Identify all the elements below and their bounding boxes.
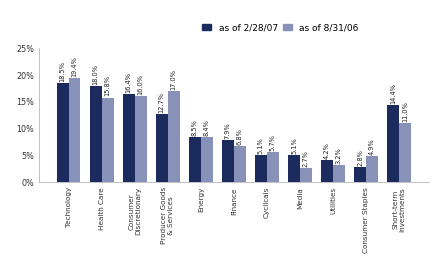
Text: 16.4%: 16.4% [126, 72, 132, 93]
Text: 3.2%: 3.2% [336, 147, 342, 164]
Bar [366, 156, 378, 182]
Text: 2.8%: 2.8% [357, 149, 363, 166]
Bar [300, 168, 312, 182]
Bar [333, 165, 345, 182]
Text: 4.9%: 4.9% [369, 138, 375, 155]
Bar [123, 94, 135, 182]
Text: 8.4%: 8.4% [204, 119, 210, 136]
Bar [189, 137, 201, 182]
Bar [222, 140, 234, 182]
Text: 5.7%: 5.7% [270, 134, 276, 151]
Bar [267, 152, 279, 182]
Text: 8.5%: 8.5% [192, 119, 198, 136]
Bar [201, 137, 213, 182]
Text: 19.4%: 19.4% [71, 56, 78, 77]
Bar [387, 105, 399, 182]
Bar [399, 123, 411, 182]
Text: 14.4%: 14.4% [390, 83, 396, 104]
Text: 4.2%: 4.2% [324, 142, 330, 159]
Bar [68, 78, 81, 182]
Bar [135, 96, 147, 182]
Bar [255, 155, 267, 182]
Text: 16.0%: 16.0% [138, 75, 144, 95]
Bar [288, 155, 300, 182]
Text: 5.1%: 5.1% [258, 137, 264, 154]
Legend: as of 2/28/07, as of 8/31/06: as of 2/28/07, as of 8/31/06 [202, 23, 359, 32]
Text: 5.1%: 5.1% [291, 137, 297, 154]
Text: 18.0%: 18.0% [93, 64, 99, 85]
Bar [354, 167, 366, 182]
Bar [156, 114, 168, 182]
Bar [234, 146, 246, 182]
Bar [90, 86, 102, 182]
Bar [57, 83, 68, 182]
Bar [168, 91, 180, 182]
Bar [321, 160, 333, 182]
Text: 17.0%: 17.0% [171, 69, 177, 90]
Text: 15.8%: 15.8% [105, 76, 110, 96]
Text: 6.8%: 6.8% [237, 128, 243, 145]
Text: 18.5%: 18.5% [60, 61, 66, 82]
Text: 11.0%: 11.0% [402, 101, 408, 122]
Text: 2.7%: 2.7% [303, 150, 309, 167]
Text: 7.9%: 7.9% [225, 122, 231, 139]
Bar [102, 98, 113, 182]
Text: 12.7%: 12.7% [159, 92, 165, 113]
